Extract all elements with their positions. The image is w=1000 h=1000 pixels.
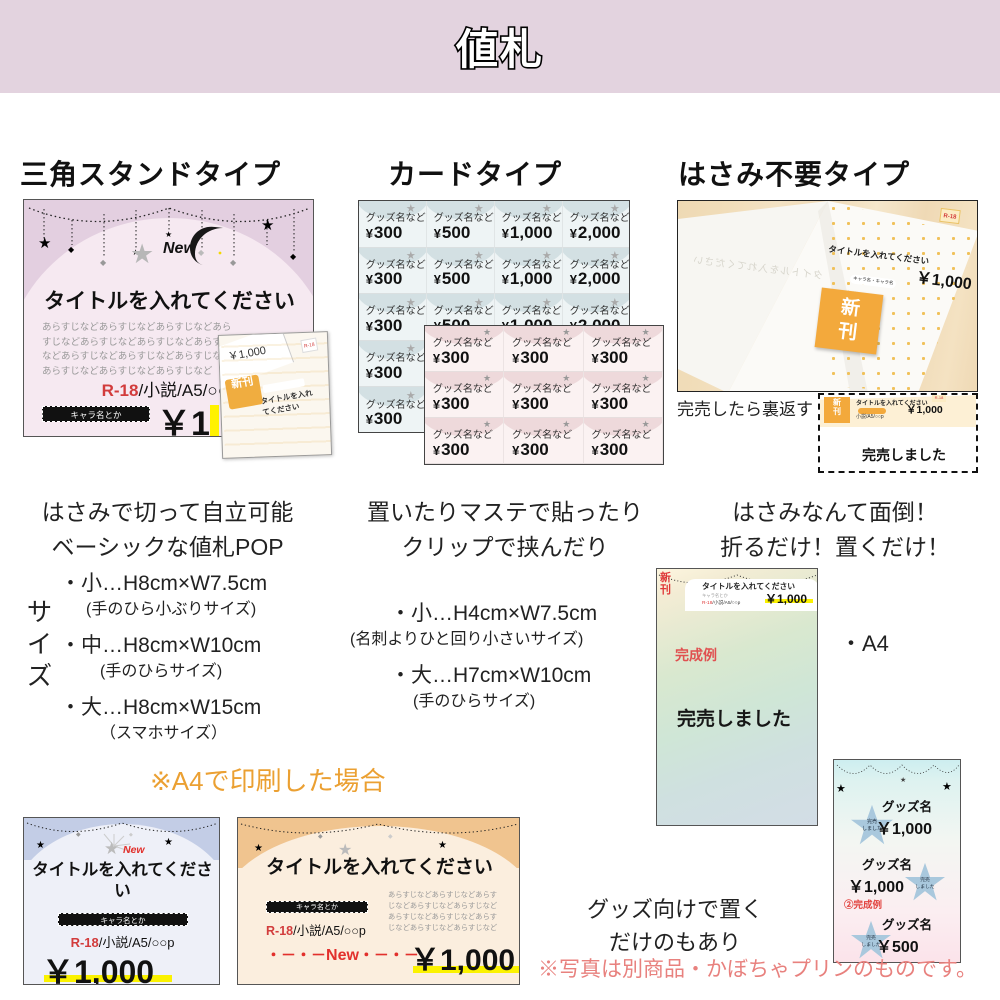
svg-text:★: ★ [164, 837, 173, 848]
svg-text:★: ★ [836, 783, 846, 795]
svg-text:◆: ◆ [68, 245, 75, 254]
svg-text:◆: ◆ [290, 252, 297, 261]
svg-text:◆: ◆ [100, 258, 107, 267]
svg-text:★: ★ [165, 230, 172, 239]
svg-text:★: ★ [942, 781, 952, 793]
svg-text:★: ★ [38, 235, 51, 252]
svg-text:◆: ◆ [388, 834, 393, 840]
svg-text:★: ★ [261, 217, 274, 234]
svg-text:◆: ◆ [318, 834, 323, 840]
svg-text:★: ★ [254, 843, 263, 854]
svg-text:★: ★ [36, 840, 45, 851]
svg-text:★: ★ [438, 840, 447, 851]
svg-text:★: ★ [900, 776, 906, 784]
svg-text:◆: ◆ [76, 832, 81, 838]
svg-text:★: ★ [104, 839, 119, 858]
